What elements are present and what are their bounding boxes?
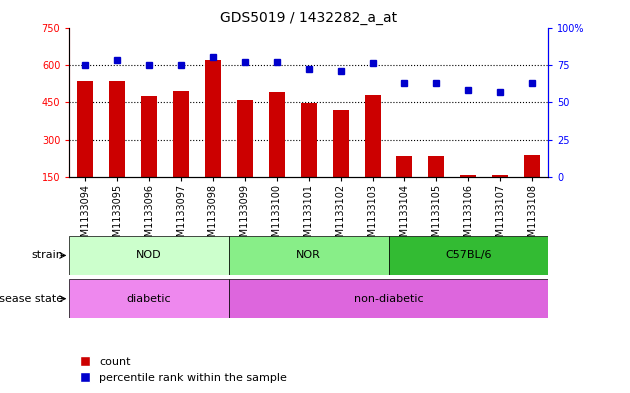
Bar (396, 156, 413, 177)
Bar (365, 95, 381, 177)
Bar (301, 103, 317, 177)
Bar (173, 91, 189, 177)
Bar (69, 236, 229, 275)
Bar (109, 81, 125, 177)
Bar (237, 100, 253, 177)
Bar (333, 110, 348, 177)
Bar (428, 156, 444, 177)
Text: NOD: NOD (136, 250, 162, 261)
Text: non-diabetic: non-diabetic (353, 294, 423, 304)
Text: strain: strain (31, 250, 63, 261)
Bar (524, 155, 540, 177)
Bar (141, 96, 157, 177)
Bar (69, 279, 229, 318)
Bar (77, 81, 93, 177)
Bar (389, 236, 548, 275)
Bar (269, 92, 285, 177)
Bar (229, 279, 548, 318)
Bar (205, 60, 221, 177)
Text: C57BL/6: C57BL/6 (445, 250, 491, 261)
Bar (492, 175, 508, 177)
Bar (461, 175, 476, 177)
Text: diabetic: diabetic (127, 294, 171, 304)
Bar (229, 236, 389, 275)
Title: GDS5019 / 1432282_a_at: GDS5019 / 1432282_a_at (220, 11, 398, 25)
Text: disease state: disease state (0, 294, 63, 304)
Text: NOR: NOR (296, 250, 321, 261)
Legend: count, percentile rank within the sample: count, percentile rank within the sample (75, 353, 292, 387)
